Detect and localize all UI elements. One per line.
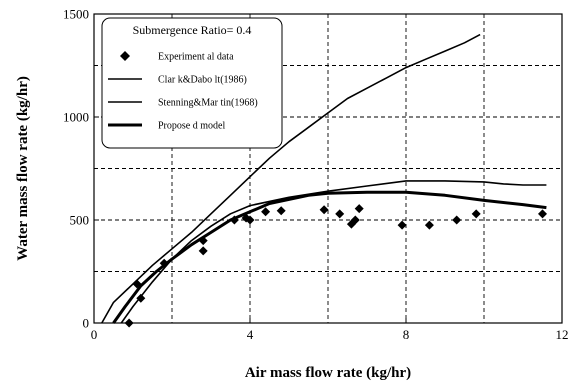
legend-label: Clar k&Dabo lt(1986): [158, 75, 247, 86]
y-tick-label: 500: [70, 213, 90, 228]
legend-box: [101, 17, 283, 149]
plot-frame: [93, 13, 563, 324]
y-axis-title: Water mass flow rate (kg/hr): [15, 76, 31, 261]
legend: Submergence Ratio= 0.4 Experiment al dat…: [101, 17, 283, 149]
data-point: [276, 206, 286, 216]
legend-title: Submergence Ratio= 0.4: [133, 23, 252, 37]
x-axis-title: Air mass flow rate (kg/hr): [245, 365, 411, 381]
data-point: [350, 215, 360, 225]
y-tick-label: 1000: [63, 110, 89, 125]
x-tick-label: 0: [91, 327, 98, 342]
x-tick-label: 12: [556, 327, 569, 342]
legend-entries: Experiment al data Clar k&Dabo lt(1986) St…: [108, 51, 258, 132]
series-line-3: [112, 190, 547, 324]
legend-label: Propose d model: [158, 121, 225, 132]
data-point: [261, 207, 271, 217]
data-point: [424, 220, 434, 230]
x-tick-label: 4: [247, 327, 254, 342]
data-point: [538, 209, 547, 219]
data-point: [354, 204, 364, 214]
axis-ticks: 0 4 8 12 0 500 1000 1500: [63, 7, 569, 343]
data-point: [397, 220, 407, 230]
data-point: [319, 205, 329, 215]
series-line-1: [101, 33, 481, 324]
data-point: [471, 209, 481, 219]
y-tick-label: 0: [83, 316, 90, 331]
legend-swatch: [120, 51, 130, 61]
series-layer: [101, 33, 547, 328]
data-point: [335, 209, 345, 219]
y-tick-label: 1500: [63, 7, 89, 22]
data-point: [245, 215, 255, 225]
legend-label: Stenning&Mar tin(1968): [158, 98, 258, 109]
series-line-2: [120, 180, 547, 324]
legend-label: Experiment al data: [158, 52, 234, 63]
x-tick-label: 8: [403, 327, 410, 342]
data-point: [198, 246, 208, 256]
data-point: [452, 215, 462, 225]
